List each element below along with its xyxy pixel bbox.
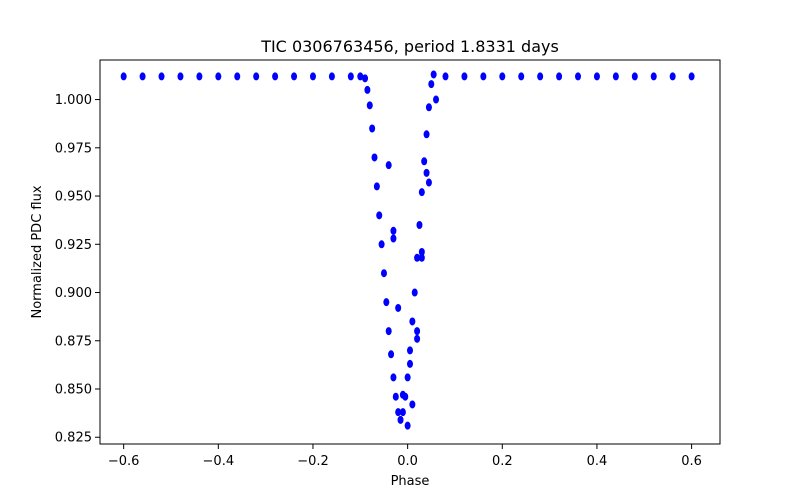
y-tick-label: 0.825 (55, 431, 92, 446)
data-point (376, 211, 383, 220)
data-point (362, 74, 369, 83)
data-point (399, 390, 406, 399)
data-point (409, 317, 416, 326)
data-point (369, 124, 376, 133)
y-tick-label: 0.900 (55, 286, 92, 301)
x-tick-label: −0.6 (108, 454, 140, 469)
data-point (418, 253, 425, 262)
y-tick-label: 0.950 (55, 190, 92, 205)
y-axis-label: Normalized PDC flux (30, 185, 45, 318)
data-point (425, 178, 432, 187)
data-point (158, 72, 165, 81)
data-point (414, 253, 421, 262)
data-point (593, 72, 600, 81)
data-point (480, 72, 487, 81)
data-point (650, 72, 657, 81)
data-point (390, 234, 397, 243)
data-point (404, 373, 411, 382)
data-point (461, 72, 468, 81)
data-point (392, 392, 399, 401)
x-tick-label: 0.6 (681, 454, 702, 469)
data-point (423, 130, 430, 139)
data-point (364, 85, 371, 94)
data-point (272, 72, 279, 81)
data-point (423, 168, 430, 177)
x-tick-label: −0.4 (203, 454, 235, 469)
data-point (416, 220, 423, 229)
data-point (411, 288, 418, 297)
data-point (397, 415, 404, 424)
data-point (575, 72, 582, 81)
y-tick-label: 0.850 (55, 383, 92, 398)
data-point (357, 72, 364, 81)
data-point (414, 334, 421, 343)
data-point (383, 298, 390, 307)
data-point (433, 95, 440, 104)
data-point (537, 72, 544, 81)
data-point (120, 72, 127, 81)
data-point (418, 188, 425, 197)
data-point (328, 72, 335, 81)
data-point (518, 72, 525, 81)
data-point (196, 72, 203, 81)
data-point (388, 350, 395, 359)
data-point (390, 226, 397, 235)
plot-frame (99, 59, 721, 445)
x-tick-label: 0.0 (397, 454, 418, 469)
data-point (442, 72, 449, 81)
y-tick-label: 0.925 (55, 238, 92, 253)
data-point (421, 157, 428, 166)
data-point (253, 72, 260, 81)
data-point (390, 373, 397, 382)
chart-title: TIC 0306763456, period 1.8331 days (260, 37, 559, 56)
data-point (418, 248, 425, 256)
data-point (366, 101, 373, 110)
y-axis: 0.825 0.850 0.875 0.900 0.925 0.950 0.975 1.000 (55, 93, 100, 446)
data-point (395, 303, 402, 312)
data-point (399, 408, 406, 417)
data-point (385, 161, 392, 170)
data-point (404, 421, 411, 430)
data-point (430, 70, 437, 79)
data-point (385, 327, 392, 336)
x-axis-label: Phase (391, 474, 430, 489)
data-point (380, 269, 387, 278)
y-tick-label: 0.975 (55, 141, 92, 156)
data-point (631, 72, 638, 81)
data-point (373, 182, 380, 191)
data-point (409, 400, 416, 409)
data-point (499, 72, 506, 81)
data-point (309, 72, 316, 81)
data-point (612, 72, 619, 81)
data-point (139, 72, 146, 81)
data-point (395, 408, 402, 417)
data-point (347, 72, 354, 81)
data-point (291, 72, 298, 81)
data-point (414, 327, 421, 336)
data-layer (120, 70, 695, 430)
data-point (428, 80, 435, 89)
data-point (234, 72, 241, 81)
data-point (407, 359, 413, 368)
data-point (425, 103, 432, 112)
data-point (688, 72, 695, 81)
x-tick-label: 0.4 (587, 454, 608, 469)
data-point (371, 153, 378, 162)
x-tick-label: −0.2 (297, 454, 329, 469)
data-point (177, 72, 184, 81)
x-tick-label: 0.2 (492, 454, 513, 469)
y-tick-label: 1.000 (55, 93, 92, 108)
x-axis: −0.6 −0.4 −0.2 0.0 0.2 0.4 0.6 (108, 444, 702, 469)
data-point (669, 72, 676, 81)
data-point (556, 72, 563, 81)
data-point (407, 346, 413, 355)
data-point (378, 240, 385, 249)
data-point (215, 72, 222, 81)
y-tick-label: 0.875 (55, 334, 92, 349)
